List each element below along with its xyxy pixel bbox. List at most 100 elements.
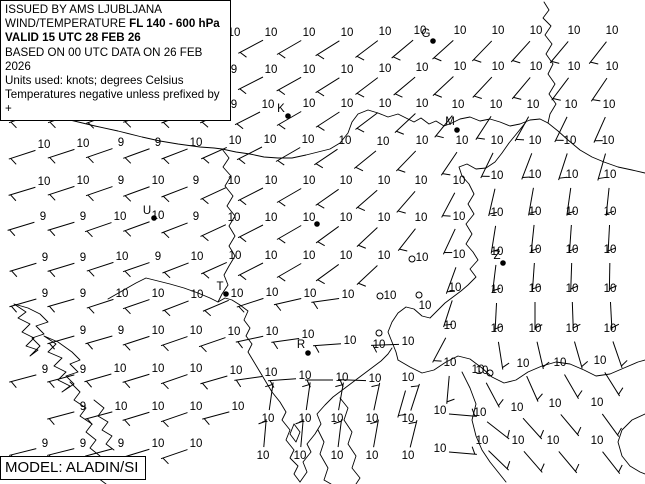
wind-barb: 10: [236, 287, 278, 313]
wind-barb: 9: [161, 175, 199, 203]
wind-barb: 9: [85, 137, 124, 164]
wind-barb: 10: [315, 250, 352, 285]
temperature-label: 10: [229, 135, 242, 147]
temperature-label: 10: [299, 370, 312, 382]
model-label-box: MODEL: ALADIN/SI: [0, 456, 147, 480]
wind-barb: 10: [86, 288, 128, 314]
temperature-label: 10: [384, 290, 397, 302]
wind-barb: 10: [554, 99, 577, 143]
wind-barb: 10: [604, 323, 628, 369]
wind-barb: 10: [47, 175, 89, 201]
temperature-label: 10: [604, 206, 617, 218]
wind-barb: 10: [594, 355, 624, 397]
border-coastline-path: [107, 277, 301, 483]
temperature-label: 10: [604, 169, 617, 181]
wind-barb: 10: [311, 289, 355, 310]
temperature-label: 10: [547, 435, 560, 447]
temperature-label: 10: [472, 364, 485, 376]
wind-barb: 10: [238, 27, 277, 58]
temperature-label: 9: [80, 288, 86, 300]
temperature-label: 10: [232, 401, 245, 413]
wind-barb: 10: [237, 64, 277, 95]
temperature-label: 10: [152, 288, 165, 300]
border-coastline-path: [339, 397, 361, 484]
temperature-label: 10: [604, 244, 617, 256]
temperature-label: 10: [492, 25, 505, 37]
temperature-label: 10: [342, 289, 355, 301]
wind-barb: 10: [397, 212, 427, 252]
wind-barb: 10: [200, 365, 242, 390]
wind-barb: 9: [161, 211, 199, 239]
temperature-label: 10: [152, 401, 165, 413]
temperature-label: 9: [80, 364, 86, 376]
temperature-label: 10: [602, 135, 615, 147]
station-letter: Z: [493, 250, 500, 262]
wind-barb: 10: [338, 373, 381, 388]
wind-barb: 10: [85, 401, 127, 426]
wind-barb: 10: [391, 25, 426, 61]
wind-barb: 9: [9, 288, 48, 313]
temperature-label: 10: [265, 212, 278, 224]
wind-barb: 9: [85, 325, 124, 350]
wind-barb: 10: [366, 419, 379, 462]
wind-barb: 10: [276, 64, 315, 96]
wind-barb: 10: [591, 397, 622, 437]
wind-barb: 10: [268, 370, 311, 388]
wind-barb: 10: [511, 402, 545, 440]
wind-barb: 10: [355, 26, 391, 61]
calm-wind-station: 10: [408, 252, 428, 264]
temperature-label: 10: [491, 246, 504, 258]
wind-barb: 10: [84, 211, 126, 238]
temperature-label: 9: [231, 99, 237, 111]
border-coastline-path: [387, 121, 527, 361]
temperature-label: 10: [231, 288, 244, 300]
wind-barb: 10: [353, 136, 390, 172]
temperature-label: 10: [529, 283, 542, 295]
wind-barb: 10: [355, 63, 391, 98]
wind-barb: 10: [122, 325, 164, 351]
chart-info-box: ISSUED BY AMS LJUBLJANA WIND/TEMPERATURE…: [0, 0, 231, 121]
temperature-label: 10: [377, 136, 390, 148]
wind-barb: 9: [47, 252, 86, 278]
temperature-label: 10: [491, 135, 504, 147]
temperature-label: 10: [517, 358, 530, 370]
calm-wind-station: 10: [472, 364, 494, 377]
wind-barb: 10: [491, 207, 503, 254]
wind-barb: 10: [591, 435, 623, 475]
wind-barb: 10: [394, 98, 428, 135]
station-dot: [223, 291, 229, 297]
wind-barb: 10: [200, 175, 240, 205]
temperature-label: 10: [190, 401, 203, 413]
wind-barb: 10: [355, 98, 391, 133]
wind-barb: 10: [604, 283, 620, 330]
wind-barb: 10: [8, 139, 50, 165]
temperature-label: 10: [603, 99, 616, 111]
border-coastline-path: [299, 347, 393, 483]
wind-barb: 10: [315, 175, 352, 209]
temperature-label: 10: [529, 323, 542, 335]
temperature-label: 10: [114, 363, 127, 375]
temperature-label: 10: [191, 251, 204, 263]
station-dot: [500, 260, 506, 266]
border-coastline-path: [93, 399, 115, 451]
station-dot: [285, 113, 291, 119]
wind-barb: 10: [273, 288, 316, 311]
wind-barb: 10: [440, 135, 468, 176]
wind-barb: 10: [529, 206, 541, 253]
temperature-label: 10: [434, 405, 447, 417]
wind-barb: 10: [588, 25, 618, 65]
wind-barb: 10: [200, 135, 242, 164]
temperature-label: 10: [294, 450, 307, 462]
wind-barb: 10: [237, 250, 277, 281]
temperature-label: 9: [231, 64, 237, 76]
wind-barb: 10: [371, 336, 414, 353]
temperature-label: 10: [302, 134, 315, 146]
wind-barb: 10: [475, 99, 502, 140]
temperature-label: 10: [339, 135, 352, 147]
wind-barb: 10: [262, 382, 274, 425]
temperature-label: 10: [190, 438, 203, 450]
station-marker: M: [445, 116, 460, 133]
wind-barb: 10: [200, 250, 241, 279]
temperature-label: 10: [366, 450, 379, 462]
